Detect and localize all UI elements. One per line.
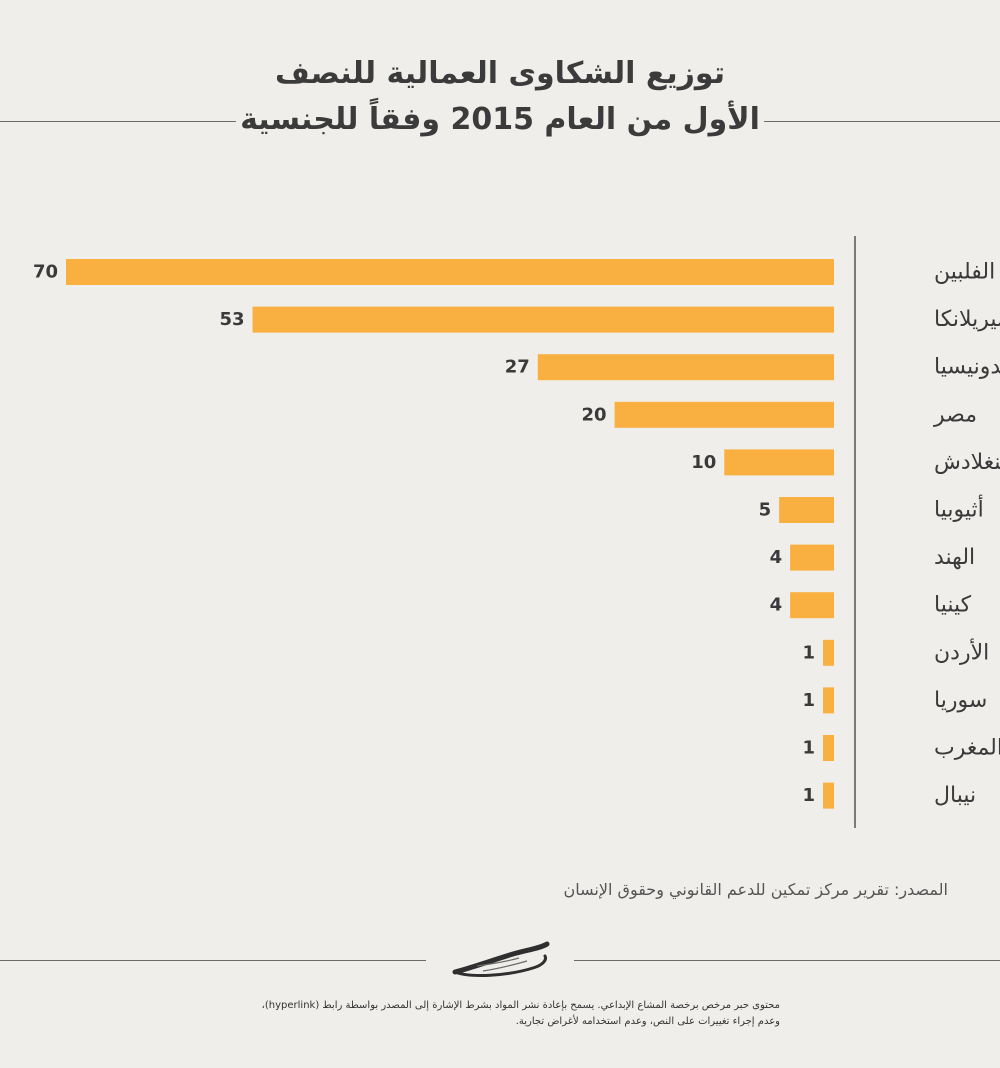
value-label-7: 4 (770, 595, 783, 616)
value-label-6: 4 (770, 547, 783, 568)
category-label-3: مصر (933, 402, 977, 427)
bar-0 (66, 259, 834, 285)
category-label-9: سوريا (934, 688, 987, 713)
bar-5 (779, 497, 834, 523)
title-rule-right (764, 121, 1000, 122)
license-text-line-2: وعدم إجراء تغييرات على النص، وعدم استخدا… (515, 1016, 780, 1027)
bar-6 (790, 544, 834, 571)
value-label-11: 1 (802, 785, 815, 806)
value-label-0: 70 (33, 262, 58, 283)
category-label-0: الفلبين (934, 260, 995, 285)
category-label-11: نيبال (934, 783, 976, 808)
value-label-3: 20 (582, 404, 607, 425)
bars-layer: 70 الفلبين 53 سيريلانكا 27 أندونيسيا 20 مصر 10 بن… (33, 259, 1000, 809)
category-label-4: بنغلادش (934, 450, 1000, 475)
bar-10 (823, 735, 834, 761)
bar-chart: 70 الفلبين 53 سيريلانكا 27 أندونيسيا 20 مصر 10 بن… (33, 236, 1000, 828)
category-label-6: الهند (934, 545, 975, 570)
value-label-4: 10 (691, 452, 716, 473)
bar-8 (823, 639, 834, 666)
value-label-2: 27 (505, 357, 530, 378)
category-label-10: المغرب (934, 736, 1000, 761)
bar-2 (537, 354, 834, 381)
bar-7 (790, 592, 834, 619)
category-label-2: أندونيسيا (934, 352, 1000, 380)
category-label-1: سيريلانكا (934, 307, 1000, 332)
source-note: المصدر: تقرير مركز تمكين للدعم القانوني … (563, 880, 948, 899)
chart-title-line-1: توزيع الشكاوى العمالية للنصف (275, 56, 725, 91)
ink-brand-logo-icon (452, 941, 550, 977)
bar-4 (724, 449, 834, 476)
value-label-8: 1 (802, 642, 815, 663)
category-label-8: الأردن (934, 638, 989, 665)
value-label-9: 1 (802, 690, 815, 711)
bar-3 (614, 401, 834, 428)
category-label-5: أثيوبيا (934, 495, 984, 523)
value-label-1: 53 (219, 309, 244, 330)
bar-9 (823, 687, 834, 714)
bar-11 (823, 782, 834, 809)
footer-rule-right (574, 960, 1000, 961)
value-label-10: 1 (802, 738, 815, 759)
license-text-line-1: محتوى حبر مرخص برخصة المشاع الإبداعي. يس… (261, 1000, 780, 1011)
footer-rule-left (0, 960, 426, 961)
value-label-5: 5 (759, 500, 772, 521)
category-label-7: كينيا (934, 593, 972, 618)
chart-title-line-2: الأول من العام 2015 وفقاً للجنسية (240, 102, 760, 137)
bar-1 (252, 306, 834, 333)
title-rule-left (0, 121, 236, 122)
